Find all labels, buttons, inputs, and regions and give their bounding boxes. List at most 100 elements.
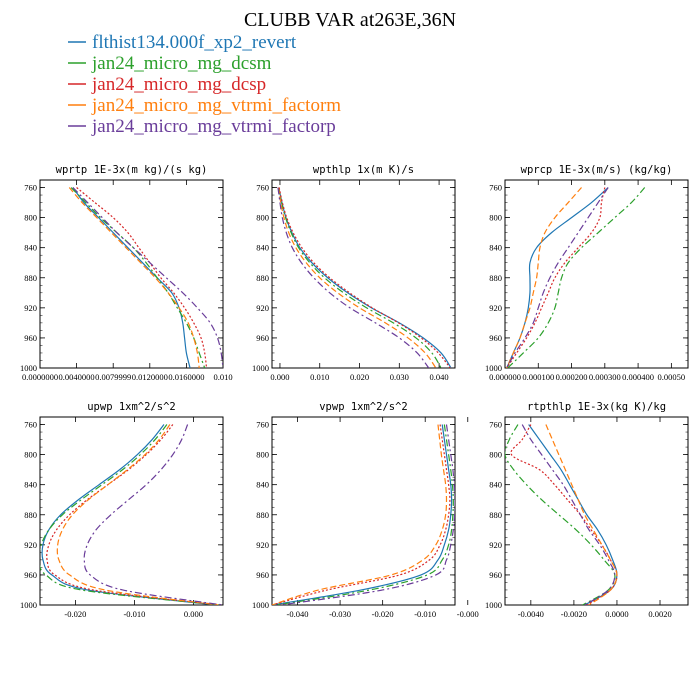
- y-tick-label: 760: [489, 183, 502, 193]
- y-tick-label: 760: [256, 420, 269, 430]
- x-tick-label: 0.0079999: [95, 372, 131, 382]
- x-tick-label: -0.000: [457, 609, 479, 619]
- series-line: [276, 424, 454, 605]
- series-group: [272, 424, 455, 605]
- x-tick-label: 0.0040000: [59, 372, 95, 382]
- y-tick-label: 880: [256, 510, 269, 520]
- series-group: [40, 424, 223, 605]
- x-tick-label: -0.040: [287, 609, 309, 619]
- x-tick-label: 0.0000: [605, 609, 628, 619]
- y-tick-label: 840: [489, 480, 502, 490]
- plot-frame: [39, 179, 224, 369]
- x-tick-label: 0.0020: [648, 609, 671, 619]
- series-line: [505, 424, 616, 605]
- panel-title: rtpthlp 1E-3x(kg K)/kg: [527, 401, 666, 413]
- legend-entry: flthist134.000f_xp2_revert: [92, 32, 297, 53]
- y-tick-label: 960: [489, 333, 502, 343]
- series-line: [521, 424, 616, 605]
- x-tick-label: 0.020: [350, 372, 369, 382]
- y-tick-label: 800: [489, 213, 502, 223]
- series-line: [40, 424, 221, 605]
- series-line: [278, 187, 451, 368]
- chart-panel: vpwp 1xm^2/s^2 760 800 840 880 920 960 1000 -0.0…: [252, 401, 479, 619]
- y-tick-label: 760: [489, 420, 502, 430]
- panel-title: upwp 1xm^2/s^2: [87, 401, 176, 413]
- y-tick-label: 960: [256, 570, 269, 580]
- y-tick-label: 880: [24, 273, 37, 283]
- x-tick-label: 0.010: [213, 372, 232, 382]
- y-tick-label: 920: [24, 303, 37, 313]
- y-tick-label: 960: [24, 333, 37, 343]
- series-line: [68, 187, 200, 368]
- series-group: [68, 187, 223, 368]
- y-tick-label: 920: [256, 303, 269, 313]
- series-group: [505, 424, 618, 605]
- y-tick-label: 1000: [252, 363, 269, 373]
- series-line: [506, 187, 582, 368]
- chart-panel: wprtp 1E-3x(m kg)/(s kg) 760 800 840 880 920 9…: [20, 164, 233, 382]
- y-tick-label: 840: [256, 480, 269, 490]
- y-tick-label: 920: [489, 540, 502, 550]
- x-tick-label: -0.030: [329, 609, 351, 619]
- x-tick-label: -0.020: [372, 609, 394, 619]
- y-tick-label: 880: [256, 273, 269, 283]
- y-tick-label: 960: [24, 570, 37, 580]
- series-line: [72, 187, 223, 368]
- chart-panel: wprcp 1E-3x(m/s) (kg/kg) 760 800 840 880 920 9…: [485, 164, 689, 382]
- y-tick-label: 880: [24, 510, 37, 520]
- panel-title: wpthlp 1x(m K)/s: [313, 164, 414, 176]
- series-line: [272, 424, 448, 605]
- y-tick-label: 840: [256, 243, 269, 253]
- figure-title: CLUBB VAR at263E,36N: [244, 9, 456, 31]
- y-tick-label: 800: [24, 213, 37, 223]
- x-tick-label: 0.000100: [522, 372, 554, 382]
- x-tick-label: 0.0000000: [22, 372, 58, 382]
- y-tick-label: 960: [489, 570, 502, 580]
- series-group: [277, 187, 452, 368]
- series-line: [70, 187, 206, 368]
- y-tick-label: 920: [489, 303, 502, 313]
- x-tick-label: 0.010: [310, 372, 329, 382]
- series-line: [76, 187, 208, 368]
- x-tick-label: -0.0040: [518, 609, 544, 619]
- plot-frame: [271, 416, 456, 606]
- y-tick-label: 1000: [20, 600, 37, 610]
- x-tick-label: -0.020: [64, 609, 86, 619]
- y-tick-label: 760: [24, 420, 37, 430]
- y-tick-label: 920: [256, 540, 269, 550]
- series-line: [506, 187, 606, 368]
- panel-grid: wprtp 1E-3x(m kg)/(s kg) 760 800 840 880 920 9…: [20, 164, 689, 619]
- y-tick-label: 920: [24, 540, 37, 550]
- plot-frame: [504, 416, 689, 606]
- panel-title: wprtp 1E-3x(m kg)/(s kg): [56, 164, 208, 176]
- chart-panel: upwp 1xm^2/s^2 760 800 840 880 920 960 1000 -0.0…: [20, 401, 224, 619]
- series-line: [41, 424, 218, 605]
- series-line: [506, 187, 609, 368]
- x-tick-label: -0.010: [414, 609, 436, 619]
- plot-frame: [504, 179, 689, 369]
- series-line: [507, 187, 646, 368]
- legend: flthist134.000f_xp2_revertjan24_micro_mg…: [68, 32, 341, 137]
- y-tick-label: 760: [24, 183, 37, 193]
- x-tick-label: -0.0020: [561, 609, 587, 619]
- y-tick-label: 1000: [485, 363, 502, 373]
- x-tick-label: 0.030: [390, 372, 409, 382]
- y-tick-label: 960: [256, 333, 269, 343]
- series-line: [272, 424, 453, 605]
- series-line: [277, 187, 437, 368]
- y-tick-label: 880: [489, 273, 502, 283]
- y-tick-label: 840: [24, 480, 37, 490]
- y-tick-label: 800: [24, 450, 37, 460]
- series-line: [277, 187, 430, 368]
- x-tick-label: 0.0120000: [132, 372, 168, 382]
- legend-entry: jan24_micro_mg_vtrmi_factorm: [91, 95, 341, 116]
- legend-entry: jan24_micro_mg_vtrmi_factorp: [91, 116, 336, 137]
- panel-title: vpwp 1xm^2/s^2: [319, 401, 408, 413]
- legend-entry: jan24_micro_mg_dcsm: [91, 53, 272, 74]
- y-tick-label: 1000: [20, 363, 37, 373]
- y-tick-label: 800: [256, 450, 269, 460]
- series-line: [56, 424, 219, 605]
- plot-frame: [39, 416, 224, 606]
- x-tick-label: 0.000000: [489, 372, 521, 382]
- legend-entry: jan24_micro_mg_dcsp: [91, 74, 266, 95]
